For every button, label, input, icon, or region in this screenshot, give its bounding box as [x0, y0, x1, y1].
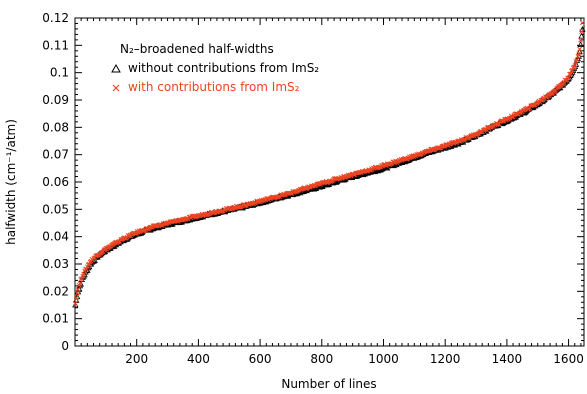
- x-tick-label: 600: [249, 352, 272, 366]
- data-point-cross: [580, 20, 585, 26]
- x-tick-label: 800: [310, 352, 333, 366]
- x-tick-label: 1600: [553, 352, 584, 366]
- data-point-triangle: [577, 41, 584, 47]
- x-tick-label: 1200: [430, 352, 461, 366]
- data-point-cross: [79, 276, 85, 281]
- data-point-triangle: [576, 48, 583, 55]
- y-tick-label: 0.01: [42, 312, 69, 326]
- y-tick-label: 0.02: [42, 284, 69, 298]
- x-axis-title: Number of lines: [281, 377, 376, 391]
- y-tick-label: 0.03: [42, 257, 69, 271]
- series-2: [72, 20, 585, 306]
- y-tick-label: 0.07: [42, 148, 69, 162]
- legend-series-1-label: without contributions from ImS₂: [128, 61, 319, 75]
- data-point-cross: [572, 63, 578, 68]
- y-tick-label: 0.12: [42, 11, 69, 25]
- legend-marker-triangle-icon: [111, 63, 121, 73]
- data-point-cross: [567, 71, 572, 77]
- data-point-cross: [531, 102, 536, 108]
- legend: N₂–broadened half-widths without contrib…: [111, 42, 319, 94]
- legend-title: N₂–broadened half-widths: [120, 42, 274, 56]
- y-tick-label: 0.06: [42, 175, 69, 189]
- data-point-cross: [578, 37, 583, 43]
- data-point-cross: [568, 71, 573, 77]
- legend-series-2-label: with contributions from ImS₂: [128, 80, 300, 94]
- data-point-cross: [74, 290, 80, 296]
- x-tick-label: 400: [187, 352, 210, 366]
- x-tick-label: 200: [125, 352, 148, 366]
- y-tick-label: 0.1: [50, 66, 69, 80]
- x-tick-label: 1000: [368, 352, 399, 366]
- data-point-cross: [73, 295, 79, 301]
- data-point-cross: [147, 224, 153, 230]
- data-point-cross: [75, 287, 81, 292]
- data-point-cross: [565, 75, 571, 81]
- y-tick-label: 0.08: [42, 120, 69, 134]
- y-tick-label: 0.05: [42, 202, 69, 216]
- data-point-cross: [579, 29, 584, 35]
- data-point-cross: [84, 266, 89, 272]
- y-tick-label: 0.09: [42, 93, 69, 107]
- data-series: [72, 20, 586, 308]
- data-point-cross: [81, 271, 86, 277]
- x-tick-label: 1400: [492, 352, 523, 366]
- data-point-cross: [577, 46, 583, 52]
- y-tick-label: 0.11: [42, 38, 69, 52]
- y-tick-label: 0.04: [42, 230, 69, 244]
- data-point-triangle: [578, 32, 585, 39]
- y-tick-label: 0: [61, 339, 69, 353]
- data-point-cross: [77, 281, 83, 286]
- y-axis-title: halfwidth (cm⁻¹/atm): [4, 119, 18, 245]
- data-point-cross: [576, 51, 582, 57]
- data-point-cross: [574, 57, 580, 63]
- legend-marker-cross-icon: [112, 84, 120, 92]
- data-point-cross: [72, 300, 78, 306]
- data-point-cross: [566, 75, 571, 81]
- data-point-cross: [332, 176, 337, 181]
